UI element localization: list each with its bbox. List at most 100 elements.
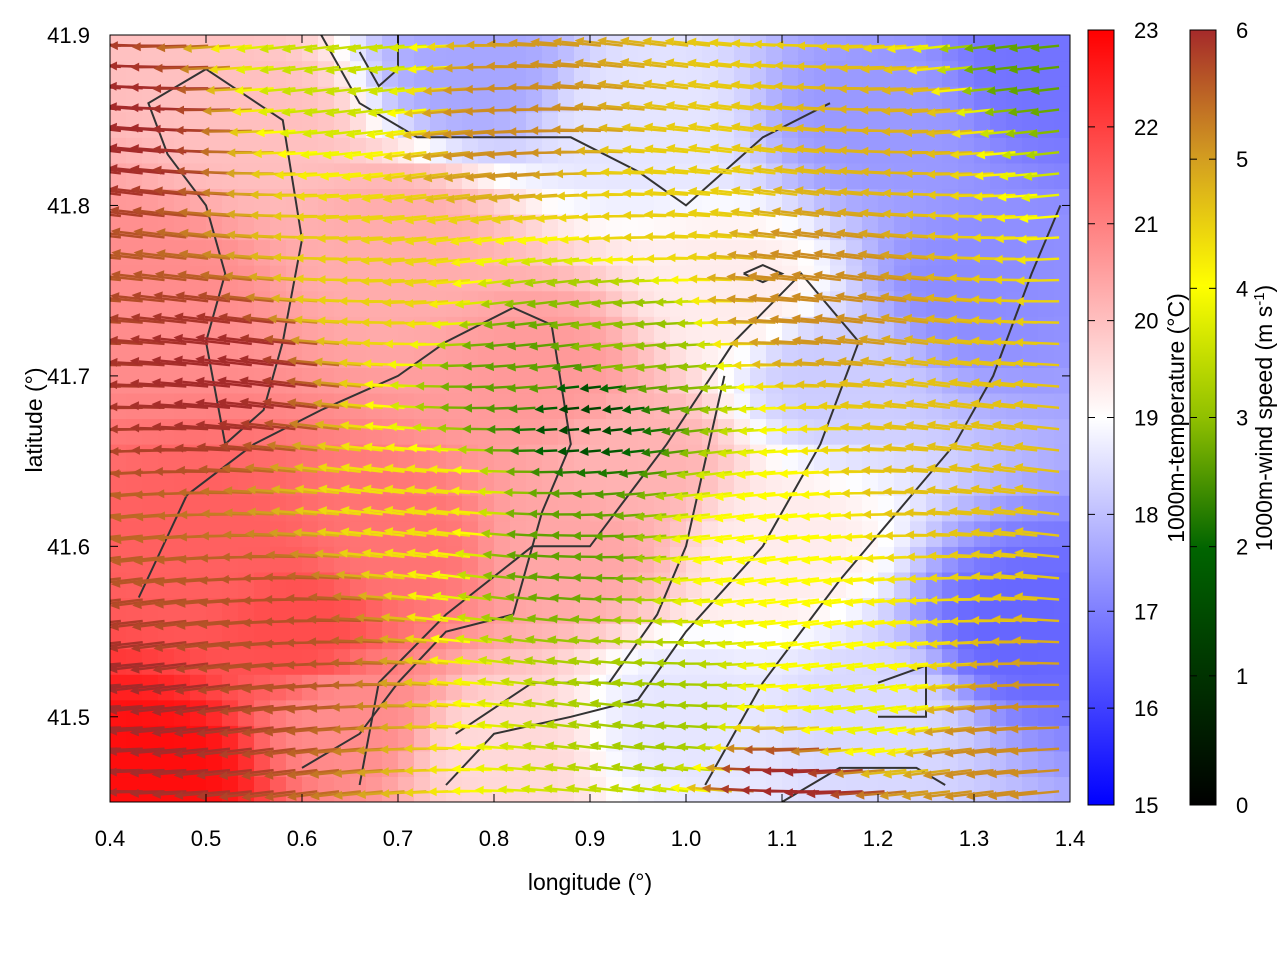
- wind-vector-head: [690, 296, 700, 306]
- wind-vector-head: [708, 317, 718, 327]
- wind-vector: [485, 680, 514, 687]
- wind-vector-head: [970, 295, 980, 305]
- wind-vector-head: [591, 320, 601, 330]
- wind-vector-head: [578, 190, 588, 200]
- heat-cell: [494, 367, 511, 394]
- wind-vector-head: [551, 59, 562, 69]
- wind-vector-head: [618, 469, 628, 478]
- heat-cell: [430, 367, 447, 394]
- heat-cell: [254, 367, 271, 394]
- wind-vector-head: [546, 635, 557, 645]
- wind-vector-head: [66, 405, 75, 414]
- wind-vector-head: [927, 551, 937, 561]
- wind-vector-head: [1009, 746, 1019, 756]
- wind-vector-head: [882, 509, 893, 519]
- wind-vector-head: [813, 292, 823, 302]
- wind-vector-head: [356, 768, 366, 778]
- wind-vector-head: [988, 681, 998, 691]
- wind-vector-head: [841, 510, 852, 520]
- wind-vector-head: [673, 491, 683, 501]
- wind-vector-head: [266, 441, 276, 451]
- heat-cell: [302, 495, 319, 522]
- wind-vector-head: [368, 43, 378, 53]
- heat-cell: [462, 495, 479, 522]
- heat-cell: [1038, 546, 1055, 573]
- wind-vector-head: [174, 125, 184, 135]
- wind-vector-head: [291, 441, 301, 451]
- heat-cell: [446, 546, 463, 573]
- wind-vector-head: [1015, 276, 1025, 286]
- wind-vector-head: [178, 207, 188, 217]
- wind-vector-head: [480, 529, 491, 539]
- wind-vector: [799, 747, 841, 753]
- wind-vector-head: [818, 401, 828, 411]
- heat-cell: [574, 188, 591, 215]
- heat-cell: [542, 137, 559, 164]
- wind-vector: [1022, 530, 1060, 537]
- heat-cell: [542, 546, 559, 573]
- wind-vector-head: [948, 232, 958, 242]
- wind-vector-head: [922, 748, 933, 758]
- wind-vector-head: [477, 655, 488, 665]
- wind-vector-head: [176, 85, 186, 95]
- plot-area: [66, 35, 1070, 802]
- wind-vector-head: [601, 404, 612, 414]
- wind-vector-head: [600, 211, 610, 221]
- wind-vector-head: [346, 44, 357, 54]
- wind-vector: [745, 641, 776, 647]
- wind-vector-head: [589, 677, 599, 687]
- wind-vector-head: [860, 769, 870, 779]
- wind-vector-head: [404, 236, 415, 246]
- wind-vector-head: [754, 382, 764, 392]
- heat-cell: [206, 137, 223, 164]
- wind-vector-head: [175, 642, 186, 652]
- wind-vector: [301, 531, 340, 537]
- wind-vector: [606, 470, 623, 475]
- heat-cell: [158, 418, 175, 445]
- wind-vector-head: [577, 168, 587, 178]
- wind-vector-head: [153, 186, 163, 196]
- wind-vector: [483, 257, 514, 264]
- wind-vector-head: [580, 404, 590, 414]
- wind-vector: [935, 108, 972, 114]
- wind-vector-head: [944, 726, 954, 736]
- heat-cell: [430, 316, 447, 343]
- wind-vector-head: [963, 43, 974, 53]
- wind-vector: [413, 278, 449, 285]
- wind-vector: [470, 342, 492, 347]
- wind-vector-head: [346, 108, 357, 118]
- heat-cell: [574, 265, 591, 292]
- wind-vector-head: [484, 362, 495, 372]
- wind-vector: [701, 598, 732, 604]
- wind-vector-head: [778, 447, 788, 457]
- wind-vector: [227, 726, 274, 735]
- wind-vector-head: [407, 443, 418, 453]
- wind-vector-head: [529, 126, 539, 136]
- wind-vector-head: [567, 277, 577, 287]
- heat-cell: [750, 35, 767, 62]
- wind-vector: [333, 65, 362, 72]
- wind-vector-head: [177, 270, 187, 280]
- wind-vector-head: [926, 356, 936, 366]
- wind-vector-head: [882, 487, 892, 497]
- wind-vector-head: [154, 270, 165, 280]
- x-tick-label: 0.8: [479, 826, 510, 851]
- heat-cell: [1022, 699, 1039, 726]
- wind-vector: [507, 766, 536, 772]
- wind-vector: [551, 787, 580, 793]
- wind-vector-head: [740, 765, 750, 775]
- heat-cell: [606, 750, 623, 778]
- wind-vector-head: [654, 297, 664, 307]
- wind-vector-head: [879, 250, 890, 260]
- wind-vector-head: [748, 337, 758, 347]
- wind-vector: [787, 555, 820, 562]
- heat-cell: [206, 316, 223, 343]
- wind-vector-head: [839, 400, 849, 410]
- wind-vector-head: [979, 129, 989, 139]
- heat-cell: [238, 571, 255, 599]
- heat-cell: [414, 316, 431, 343]
- wind-vector-head: [199, 147, 209, 157]
- wind-vector-head: [882, 421, 893, 431]
- wind-vector: [110, 513, 143, 519]
- heat-cell: [590, 418, 607, 445]
